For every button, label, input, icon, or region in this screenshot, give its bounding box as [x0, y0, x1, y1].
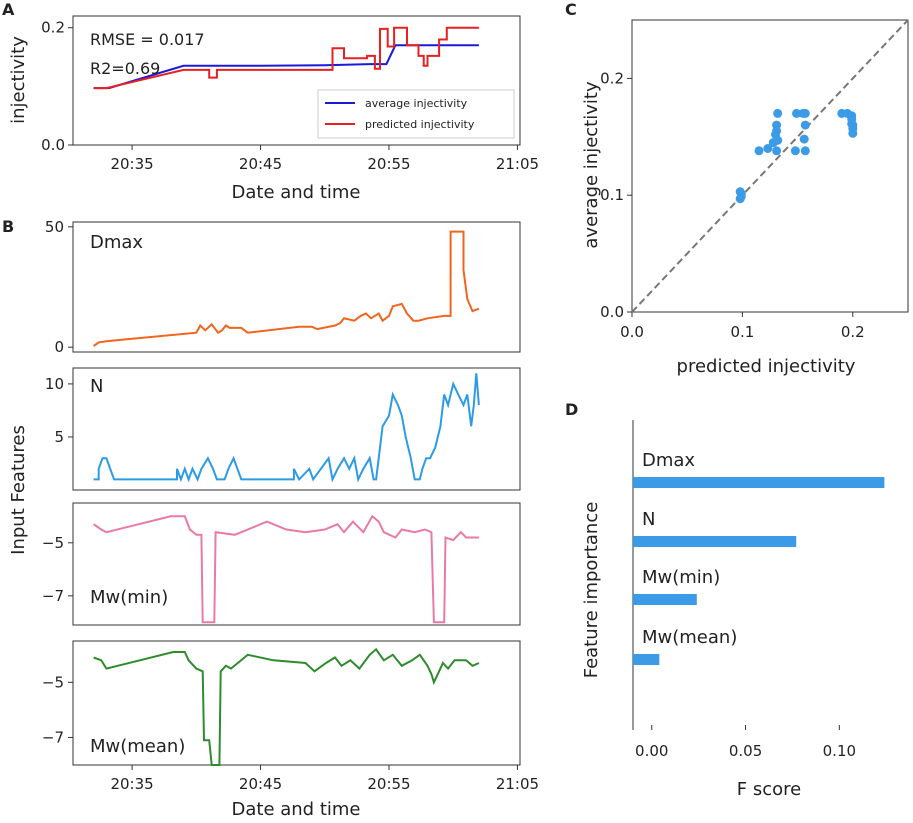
- panel-c-point: [848, 120, 858, 130]
- panel-a-xlabel: Date and time: [232, 182, 361, 203]
- panel-a-frame: [72, 15, 521, 146]
- panel-c-xtick-label: 0.0: [620, 323, 644, 341]
- panel-a-legend-label: average injectivity: [365, 97, 468, 110]
- panel-b-subplot-mwmin: −5 −7 Mw(min): [42, 502, 521, 626]
- panel-d-xtick-label: 0.05: [729, 742, 762, 760]
- panel-b-ytick-label: 5: [54, 428, 64, 446]
- panel-a-xtick-label: 20:45: [239, 155, 282, 173]
- panel-d: Dmax N Mw(min) Mw(mean) 0.00 0.05 0.10 F score F…: [581, 420, 885, 800]
- panel-a-xtick-label: 21:05: [496, 155, 539, 173]
- panel-d-xtick-label: 0.10: [823, 742, 856, 760]
- panel-c-point: [772, 146, 782, 156]
- panel-b-subplot-n: 5 10 N: [45, 367, 521, 491]
- panel-b-ytick-label: −7: [42, 587, 64, 605]
- panel-a-rmse: RMSE = 0.017: [90, 30, 205, 49]
- panel-c-identity-line: [631, 19, 909, 313]
- panel-b-frame: [72, 221, 521, 353]
- panel-d-bar: [633, 477, 885, 488]
- panel-d-xtick-label: 0.00: [635, 742, 668, 760]
- panel-c-point: [772, 126, 782, 136]
- panel-c-point: [800, 146, 810, 156]
- panel-b-line: [93, 373, 480, 483]
- panel-b-frame: [72, 367, 521, 491]
- panel-label-b: B: [2, 217, 14, 236]
- panel-d-bar-label: Dmax: [642, 450, 695, 471]
- panel-b-ytick-label: 50: [45, 218, 64, 236]
- panel-c-ylabel: average injectivity: [581, 81, 602, 249]
- panel-d-bar: [633, 654, 660, 665]
- panel-b-xtick-label: 20:35: [110, 775, 153, 793]
- panel-a-legend: average injectivity predicted injectivity: [317, 89, 515, 139]
- panel-d-bar-label: Mw(min): [642, 567, 720, 588]
- panel-a-ytick-label: 0.0: [41, 136, 65, 154]
- panel-d-bar-label: N: [642, 509, 655, 530]
- panel-c-point: [847, 111, 857, 121]
- panel-d-bar: [633, 536, 797, 547]
- panel-b-ytick-label: −5: [42, 534, 64, 552]
- panel-c-point: [792, 108, 801, 118]
- panel-a-xtick-label: 20:55: [367, 155, 410, 173]
- panel-c-point: [800, 120, 810, 130]
- panel-d-bar: [633, 594, 697, 605]
- panel-c-frame: [631, 19, 909, 313]
- panel-c-ytick-label: 0.2: [600, 69, 624, 87]
- panel-b-feature-name: N: [90, 376, 103, 397]
- panel-a-legend-label: predicted injectivity: [365, 118, 475, 131]
- panel-c-point: [763, 144, 773, 153]
- panel-b-line: [93, 230, 480, 347]
- panel-b: 0 50 Dmax 5 10 N −5 −7 Mw(min) −5 −7 Mw(mean) 20:35 2…: [8, 218, 539, 820]
- panel-b-ytick-label: −5: [42, 673, 64, 691]
- plots: 20:35 20:45 20:55 21:05 0.0 0.2 RMSE = 0.017 R2…: [8, 15, 909, 820]
- panel-c-xlabel: predicted injectivity: [677, 356, 856, 377]
- panel-b-xtick-label: 20:55: [367, 775, 410, 793]
- panel-c-point: [754, 146, 764, 156]
- panel-c-point: [735, 187, 745, 197]
- panel-label-c: C: [565, 0, 577, 19]
- panel-b-line: [93, 647, 480, 766]
- panel-c-point: [790, 146, 800, 156]
- panel-c: 0.0 0.0 0.1 0.1 0.2 0.2 predicted injectivity a…: [581, 19, 909, 377]
- panel-label-a: A: [2, 0, 15, 19]
- panel-d-bar-label: Mw(mean): [642, 627, 737, 648]
- panel-c-ytick-label: 0.0: [600, 303, 624, 321]
- panel-b-ylabel: Input Features: [8, 425, 29, 555]
- panel-c-xtick-label: 0.2: [841, 323, 865, 341]
- panel-a-series-predicted: [93, 26, 479, 90]
- panel-c-point: [799, 134, 809, 144]
- panel-c-ytick-label: 0.1: [600, 186, 624, 204]
- panel-c-xtick-label: 0.1: [730, 323, 754, 341]
- panel-c-point: [773, 135, 783, 145]
- panel-d-ylabel: Feature importance: [581, 502, 602, 679]
- panel-b-feature-name: Mw(mean): [90, 736, 185, 757]
- panel-c-point: [773, 108, 783, 118]
- panel-b-frame: [72, 502, 521, 626]
- panel-a-xtick-label: 20:35: [110, 155, 153, 173]
- panel-b-ytick-label: −7: [42, 728, 64, 746]
- panel-b-xtick-label: 21:05: [496, 775, 539, 793]
- panel-a: 20:35 20:45 20:55 21:05 0.0 0.2 RMSE = 0.017 R2…: [8, 15, 539, 203]
- panel-b-feature-name: Mw(min): [90, 587, 168, 608]
- panel-b-subplot-dmax: 0 50 Dmax: [45, 218, 521, 356]
- panel-b-ytick-label: 10: [45, 375, 64, 393]
- panel-label-d: D: [565, 400, 578, 419]
- panel-a-ytick-label: 0.2: [41, 19, 65, 37]
- panel-a-ylabel: injectivity: [8, 36, 29, 124]
- panel-c-point: [800, 108, 810, 118]
- panel-d-xlabel: F score: [737, 779, 801, 800]
- panel-a-r2: R2=0.69: [90, 59, 160, 78]
- panel-b-subplot-mwmean: −5 −7 Mw(mean): [42, 640, 521, 766]
- panel-b-line: [93, 514, 479, 624]
- panel-b-feature-name: Dmax: [90, 232, 143, 253]
- panel-c-point: [848, 128, 858, 138]
- panel-b-xlabel: Date and time: [232, 799, 361, 820]
- panel-a-legend-box: [317, 89, 515, 139]
- panel-b-ytick-label: 0: [54, 338, 64, 356]
- panel-b-xtick-label: 20:45: [239, 775, 282, 793]
- panel-labels: A B C D: [2, 0, 578, 419]
- panel-b-frame: [72, 640, 521, 766]
